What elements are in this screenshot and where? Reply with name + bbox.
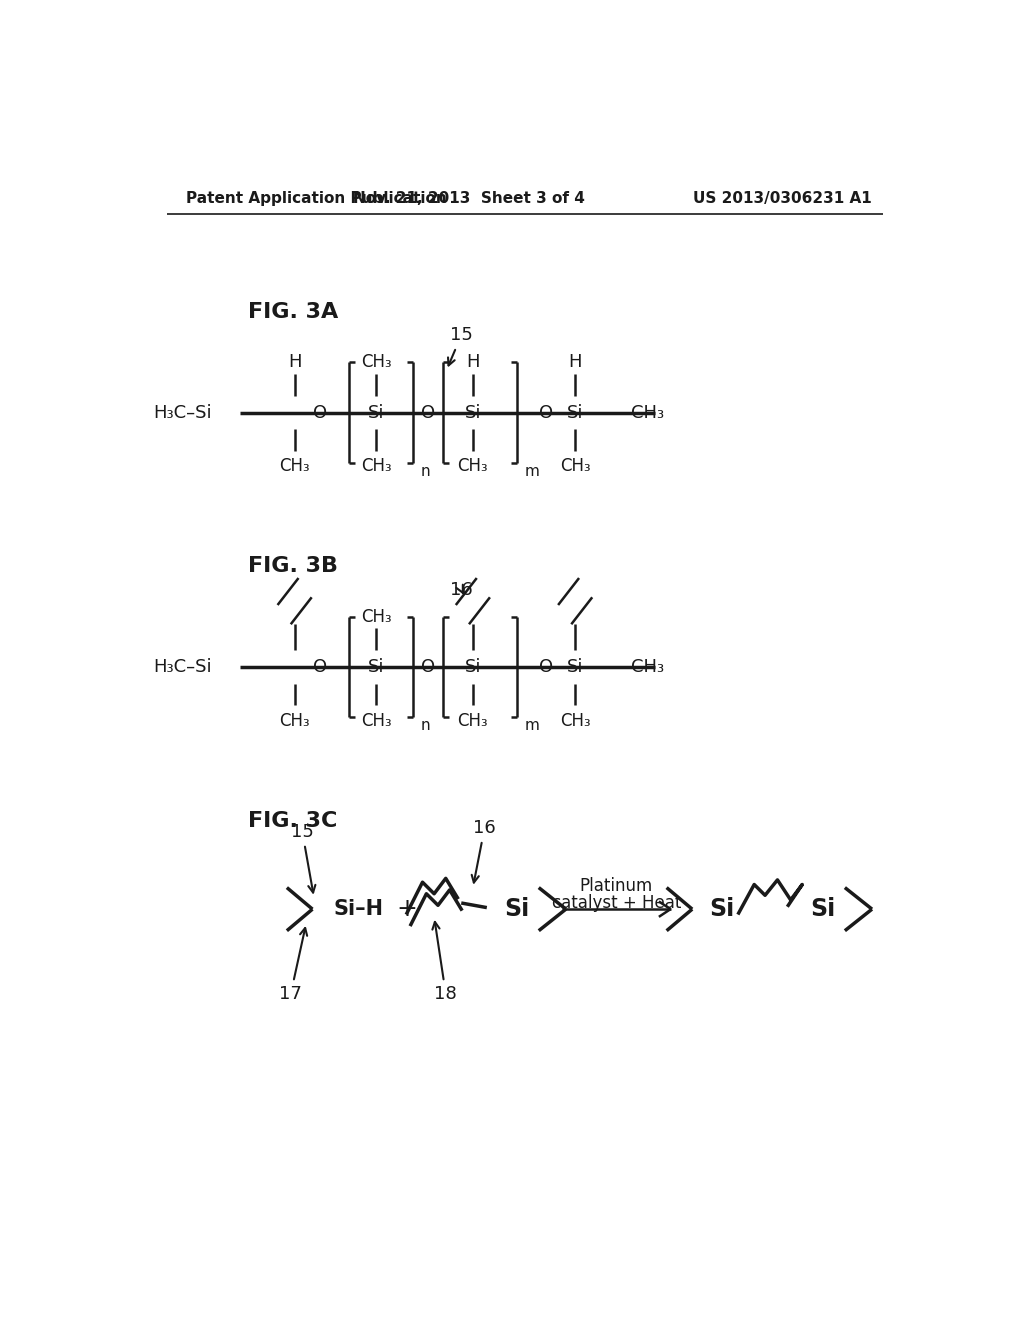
Text: –O–: –O– <box>304 404 336 421</box>
Text: FIG. 3C: FIG. 3C <box>248 810 338 830</box>
Text: Nov. 21, 2013  Sheet 3 of 4: Nov. 21, 2013 Sheet 3 of 4 <box>353 191 585 206</box>
Text: Si: Si <box>368 657 384 676</box>
Text: n: n <box>421 718 430 734</box>
Text: Si: Si <box>567 404 584 421</box>
Text: CH₃: CH₃ <box>280 458 310 475</box>
Text: catalyst + Heat: catalyst + Heat <box>552 894 681 912</box>
Text: Si: Si <box>810 898 836 921</box>
Text: –O–: –O– <box>412 404 444 421</box>
Text: Si: Si <box>504 898 529 921</box>
Text: +: + <box>396 898 418 921</box>
Text: Si: Si <box>465 657 481 676</box>
Text: 15: 15 <box>291 824 315 892</box>
Text: 16: 16 <box>472 820 496 883</box>
Text: CH₃: CH₃ <box>280 711 310 730</box>
Text: 18: 18 <box>432 921 457 1003</box>
Text: CH₃: CH₃ <box>360 354 391 371</box>
Text: 16: 16 <box>450 581 473 598</box>
Text: –O–: –O– <box>530 657 562 676</box>
Text: CH₃: CH₃ <box>458 458 488 475</box>
Text: –O–: –O– <box>530 404 562 421</box>
Text: CH₃: CH₃ <box>560 458 591 475</box>
Text: Si: Si <box>368 404 384 421</box>
Text: m: m <box>524 718 540 734</box>
Text: n: n <box>421 465 430 479</box>
Text: Si: Si <box>567 657 584 676</box>
Text: Si–H: Si–H <box>334 899 383 919</box>
Text: FIG. 3A: FIG. 3A <box>248 302 338 322</box>
Text: m: m <box>524 465 540 479</box>
Text: CH₃: CH₃ <box>560 711 591 730</box>
Text: CH₃: CH₃ <box>360 711 391 730</box>
Text: FIG. 3B: FIG. 3B <box>248 557 338 577</box>
Text: 17: 17 <box>280 928 307 1003</box>
Text: Si: Si <box>465 404 481 421</box>
Text: Platinum: Platinum <box>580 876 653 895</box>
Text: CH₃: CH₃ <box>360 607 391 626</box>
Text: H₃C–Si: H₃C–Si <box>153 404 212 421</box>
Text: –O–: –O– <box>304 657 336 676</box>
Text: CH₃: CH₃ <box>360 458 391 475</box>
Text: H: H <box>466 354 479 371</box>
Text: H: H <box>568 354 582 371</box>
Text: 15: 15 <box>449 326 473 366</box>
Text: H: H <box>288 354 301 371</box>
Text: –CH₃: –CH₃ <box>622 657 664 676</box>
Text: –CH₃: –CH₃ <box>622 404 664 421</box>
Text: Patent Application Publication: Patent Application Publication <box>186 191 446 206</box>
Text: CH₃: CH₃ <box>458 711 488 730</box>
Text: Si: Si <box>710 898 734 921</box>
Text: –O–: –O– <box>412 657 444 676</box>
Text: H₃C–Si: H₃C–Si <box>153 657 212 676</box>
Text: US 2013/0306231 A1: US 2013/0306231 A1 <box>693 191 872 206</box>
